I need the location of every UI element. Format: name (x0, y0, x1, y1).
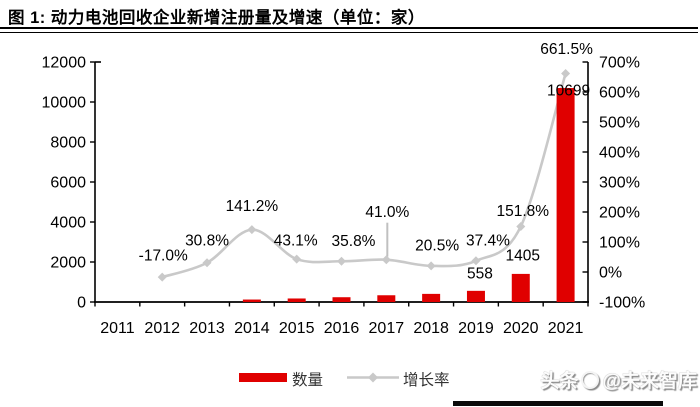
watermark-prefix: 头条 (540, 371, 579, 392)
figure-title: 图 1: 动力电池回收企业新增注册量及增速（单位：家） (8, 9, 425, 27)
svg-text:600%: 600% (599, 85, 640, 102)
svg-text:43.1%: 43.1% (274, 233, 318, 250)
svg-text:1405: 1405 (506, 247, 540, 264)
svg-text:6000: 6000 (50, 175, 86, 192)
svg-text:2000: 2000 (50, 255, 86, 272)
svg-text:2015: 2015 (279, 320, 315, 337)
svg-text:41.0%: 41.0% (365, 204, 409, 221)
watermark-suffix: @未来智库 (602, 371, 697, 392)
svg-text:100%: 100% (599, 235, 640, 252)
svg-text:2021: 2021 (548, 320, 584, 337)
svg-text:2020: 2020 (503, 320, 539, 337)
title-divider (0, 27, 698, 33)
legend-label-bars: 数量 (292, 372, 324, 389)
svg-text:-100%: -100% (599, 295, 645, 312)
line-series-swatch (346, 371, 400, 389)
svg-text:35.8%: 35.8% (332, 233, 376, 250)
watermark: 头条 @未来智库 (540, 366, 697, 393)
svg-text:10699: 10699 (547, 83, 590, 100)
svg-text:2013: 2013 (189, 320, 225, 337)
svg-text:2017: 2017 (369, 320, 405, 337)
svg-text:300%: 300% (599, 175, 640, 192)
svg-text:700%: 700% (599, 55, 640, 72)
svg-text:0: 0 (77, 295, 86, 312)
watermark-logo-icon (581, 370, 600, 389)
legend-label-line: 增长率 (403, 372, 450, 389)
footer-black-bar (453, 401, 663, 406)
svg-text:558: 558 (467, 265, 493, 282)
svg-text:8000: 8000 (50, 135, 86, 152)
svg-text:151.8%: 151.8% (496, 203, 549, 220)
svg-text:-17.0%: -17.0% (139, 248, 188, 265)
svg-text:12000: 12000 (42, 55, 87, 72)
svg-text:2011: 2011 (100, 320, 135, 337)
line-swatch-icon (347, 372, 399, 383)
svg-text:20.5%: 20.5% (415, 237, 459, 254)
svg-text:37.4%: 37.4% (466, 232, 510, 249)
bar-series-swatch (239, 373, 287, 382)
svg-text:661.5%: 661.5% (540, 41, 593, 58)
svg-text:2016: 2016 (324, 320, 360, 337)
svg-text:30.8%: 30.8% (185, 232, 229, 249)
svg-text:2018: 2018 (413, 320, 449, 337)
svg-text:0%: 0% (599, 265, 622, 282)
svg-text:2014: 2014 (234, 320, 270, 337)
svg-text:10000: 10000 (42, 95, 87, 112)
svg-text:141.2%: 141.2% (226, 198, 279, 215)
svg-text:200%: 200% (599, 205, 640, 222)
svg-text:500%: 500% (599, 115, 640, 132)
svg-text:2012: 2012 (144, 320, 180, 337)
svg-text:400%: 400% (599, 145, 640, 162)
svg-text:2019: 2019 (458, 320, 494, 337)
svg-text:4000: 4000 (50, 215, 86, 232)
